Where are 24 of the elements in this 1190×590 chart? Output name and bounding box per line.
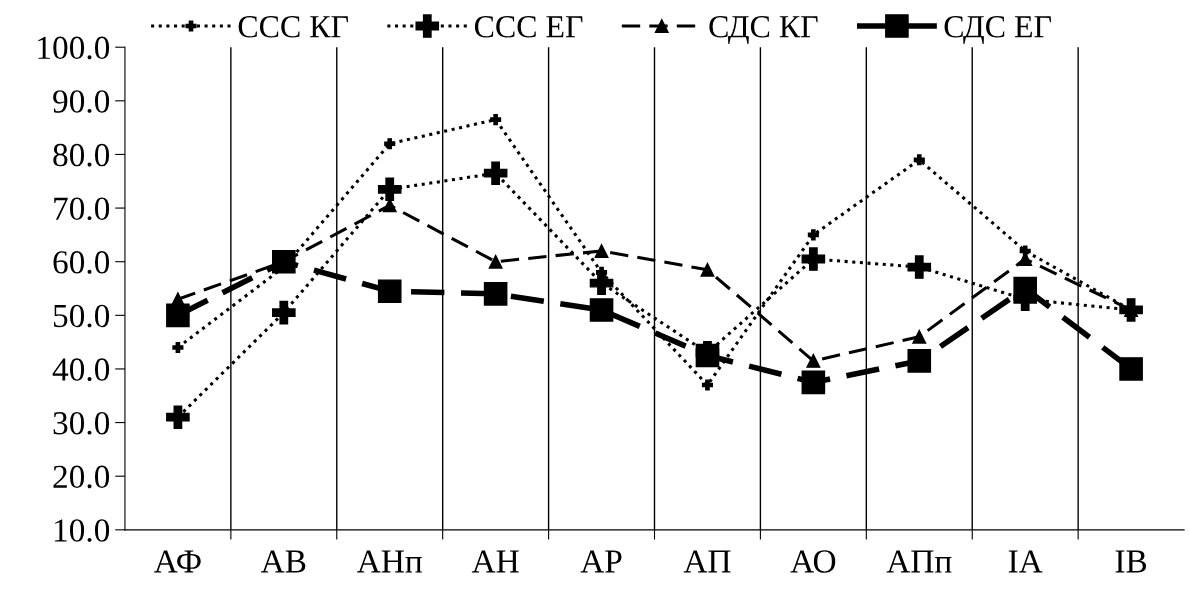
- y-tick-label: 20.0: [53, 465, 110, 489]
- x-tick-label: АР: [580, 550, 622, 573]
- y-tick-label: 80.0: [53, 143, 110, 167]
- y-tick-label: 70.0: [54, 197, 110, 221]
- x-tick-label: ІВ: [1115, 550, 1147, 573]
- x-tick-label: АПп: [886, 550, 952, 573]
- y-tick-label: 100.0: [38, 36, 110, 60]
- y-tick-label: 90.0: [53, 90, 110, 113]
- legend-label: ССС ЕГ: [474, 16, 583, 38]
- x-tick-label: АНп: [357, 550, 422, 573]
- x-tick-label: АО: [790, 550, 836, 573]
- y-tick-label: 50.0: [53, 304, 110, 328]
- x-tick-label: АФ: [154, 550, 201, 573]
- x-tick-label: АП: [683, 550, 731, 573]
- legend-label: СДС КГ: [709, 16, 818, 45]
- x-tick-label: АН: [471, 550, 519, 573]
- legend-label: ССС КГ: [238, 16, 348, 38]
- y-tick-label: 10.0: [54, 519, 110, 542]
- y-tick-label: 40.0: [52, 358, 110, 381]
- x-tick-label: АВ: [260, 550, 306, 573]
- x-tick-label: ІА: [1008, 550, 1043, 573]
- y-tick-label: 60.0: [53, 251, 110, 274]
- legend-label: СДС ЕГ: [944, 16, 1051, 45]
- y-tick-label: 30.0: [53, 411, 110, 435]
